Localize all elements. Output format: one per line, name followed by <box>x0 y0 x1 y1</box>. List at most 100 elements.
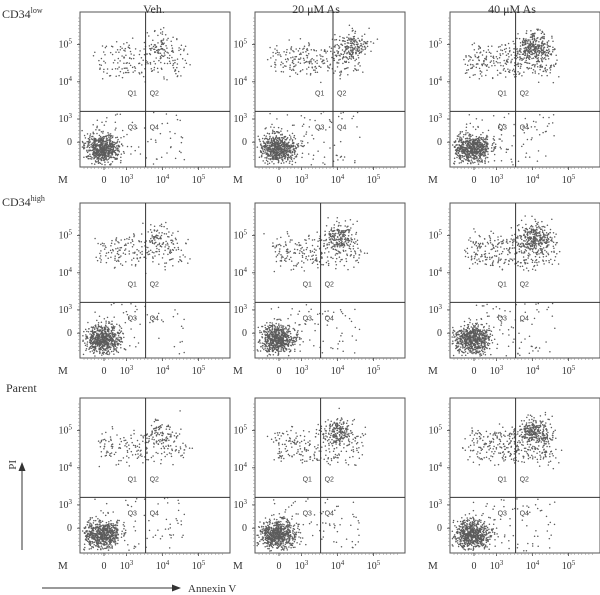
event-dot <box>525 57 528 59</box>
event-dot <box>466 162 469 165</box>
event-dot <box>337 44 340 47</box>
event-dot <box>91 142 93 144</box>
event-dot <box>161 122 163 125</box>
event-dot <box>309 339 311 341</box>
event-dot <box>169 250 171 253</box>
event-dot <box>142 75 145 78</box>
event-dot <box>528 44 531 46</box>
y-tick-label: 105 <box>59 38 73 51</box>
event-dot <box>131 66 134 69</box>
event-dot <box>455 148 457 151</box>
event-dot <box>539 38 542 41</box>
event-dot <box>153 251 155 254</box>
event-dot <box>177 70 180 73</box>
event-dot <box>291 142 294 145</box>
event-dot <box>350 58 353 60</box>
event-dot <box>153 69 155 71</box>
event-dot <box>466 150 468 153</box>
event-dot <box>459 154 461 156</box>
event-dot <box>171 47 174 49</box>
event-dot <box>96 328 99 330</box>
event-dot <box>110 140 112 142</box>
event-dot <box>124 249 126 251</box>
event-dot <box>102 135 105 138</box>
event-dot <box>100 334 103 337</box>
event-dot <box>100 261 102 263</box>
event-dot <box>129 57 131 59</box>
event-dot <box>530 45 533 48</box>
event-dot <box>112 148 114 151</box>
event-dot <box>158 337 160 340</box>
event-dot <box>133 336 136 339</box>
event-dot <box>487 161 490 163</box>
event-dot <box>308 44 310 47</box>
event-dot <box>511 70 514 72</box>
event-dot <box>100 250 102 252</box>
event-dot <box>318 65 321 67</box>
event-dot <box>300 114 303 117</box>
event-dot <box>337 62 340 64</box>
event-dot <box>181 58 184 60</box>
event-dot <box>184 256 186 258</box>
event-dot <box>95 161 98 163</box>
event-dot <box>118 51 120 54</box>
event-dot <box>135 345 137 348</box>
event-dot <box>306 55 309 57</box>
event-dot <box>466 157 469 160</box>
event-dot <box>478 139 480 141</box>
event-dot <box>558 75 560 78</box>
event-dot <box>350 40 353 42</box>
event-dot <box>151 70 154 72</box>
event-dot <box>162 43 165 45</box>
event-dot <box>83 156 85 158</box>
event-dot <box>107 155 109 157</box>
event-dot <box>125 54 127 57</box>
event-dot <box>469 59 471 61</box>
event-dot <box>150 138 152 141</box>
event-dot <box>350 49 352 51</box>
event-dot <box>150 43 153 46</box>
event-dot <box>285 51 288 54</box>
event-dot <box>123 43 125 45</box>
event-dot <box>496 58 499 60</box>
event-dot <box>287 154 290 156</box>
event-dot <box>175 249 178 251</box>
event-dot <box>103 60 105 62</box>
event-dot <box>482 151 484 153</box>
event-dot <box>295 147 298 149</box>
event-dot <box>505 148 508 150</box>
event-dot <box>274 64 277 66</box>
event-dot <box>334 44 336 46</box>
event-dot <box>346 52 348 55</box>
event-dot <box>468 55 470 57</box>
event-dot <box>467 140 470 143</box>
event-dot <box>258 138 261 140</box>
event-dot <box>153 66 156 69</box>
event-dot <box>338 47 340 50</box>
event-dot <box>103 159 105 161</box>
event-dot <box>261 342 264 344</box>
event-dot <box>129 64 132 67</box>
event-dot <box>540 32 543 35</box>
event-dot <box>497 46 500 48</box>
event-dot <box>312 158 314 160</box>
event-dot <box>189 63 191 66</box>
event-dot <box>322 162 324 164</box>
event-dot <box>89 350 91 353</box>
event-dot <box>291 160 294 162</box>
event-dot <box>301 68 304 71</box>
event-dot <box>535 39 537 41</box>
event-dot <box>106 159 108 161</box>
event-dot <box>353 44 356 46</box>
event-dot <box>345 56 348 59</box>
event-dot <box>274 48 276 50</box>
event-dot <box>357 54 359 57</box>
event-dot <box>467 60 470 62</box>
event-dot <box>110 45 113 47</box>
event-dot <box>281 150 283 152</box>
event-dot <box>110 148 113 151</box>
event-dot <box>490 150 493 153</box>
event-dot <box>106 143 108 146</box>
